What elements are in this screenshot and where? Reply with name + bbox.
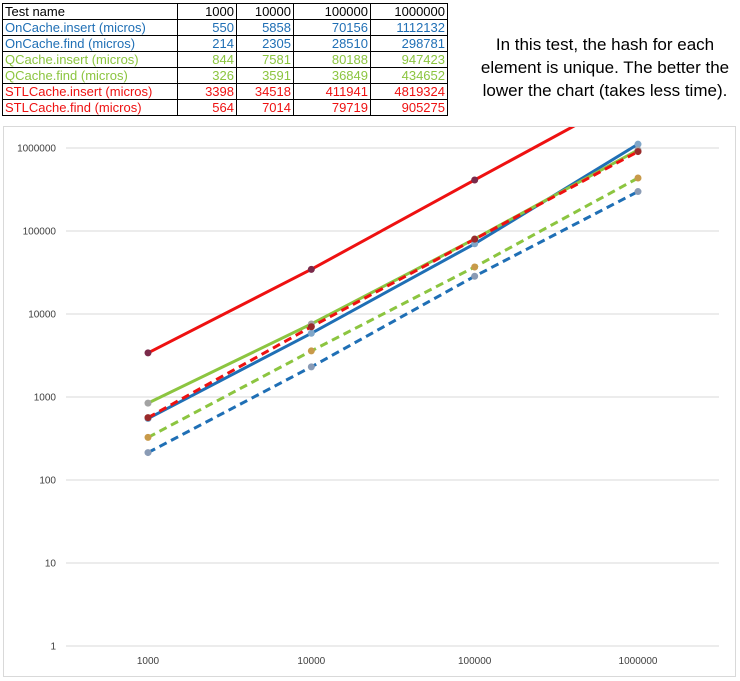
row-name: OnCache.find (micros) [2,35,178,52]
data-point [144,414,152,422]
series-markers [144,140,642,457]
row-value: 36849 [293,67,371,84]
row-value: 3591 [236,67,294,84]
row-name: OnCache.insert (micros) [2,19,178,36]
table-row: OnCache.find (micros) 214 2305 28510 298… [2,35,448,52]
y-tick-label: 1000 [34,393,57,404]
data-point [144,349,152,357]
table-header-row: Test name 1000 10000 100000 1000000 [2,3,448,20]
y-tick-label: 100 [39,476,56,487]
y-tick-label: 10 [45,559,57,570]
row-value: 905275 [370,99,448,116]
y-axis-tick-labels: 1 10 100 1000 10000 100000 1000000 [17,144,56,653]
header-100000: 100000 [293,3,371,20]
row-value: 2305 [236,35,294,52]
row-value: 411941 [293,83,371,100]
row-value: 7014 [236,99,294,116]
data-point [307,323,315,331]
x-tick-label: 1000 [137,656,160,667]
y-tick-label: 10000 [28,310,56,321]
x-tick-label: 10000 [297,656,325,667]
row-value: 844 [177,51,237,68]
row-value: 214 [177,35,237,52]
row-value: 28510 [293,35,371,52]
series-line-5 [147,150,639,419]
chart-area: 1 10 100 1000 10000 100000 1000000 1000 10000 10… [3,126,736,677]
data-point [144,449,152,457]
data-point [307,347,315,355]
row-value: 947423 [370,51,448,68]
x-tick-label: 1000000 [619,656,658,667]
data-point [144,399,152,407]
y-tick-label: 1 [50,642,56,653]
row-value: 7581 [236,51,294,68]
table-row: QCache.find (micros) 326 3591 36849 4346… [2,67,448,84]
row-name: STLCache.find (micros) [2,99,178,116]
row-value: 298781 [370,35,448,52]
header-1000000: 1000000 [370,3,448,20]
data-point [144,433,152,441]
row-value: 80188 [293,51,371,68]
header-10000: 10000 [236,3,294,20]
row-value: 5858 [236,19,294,36]
row-value: 79719 [293,99,371,116]
series-line-4 [147,127,576,355]
data-point [307,363,315,371]
data-point [634,188,642,196]
table-row: STLCache.insert (micros) 3398 34518 4119… [2,83,448,100]
data-point [471,263,479,271]
table-row: STLCache.find (micros) 564 7014 79719 90… [2,99,448,116]
row-value: 3398 [177,83,237,100]
row-name: STLCache.insert (micros) [2,83,178,100]
gridlines [66,147,719,647]
row-value: 326 [177,67,237,84]
series-line-3 [147,176,639,439]
table-row: QCache.insert (micros) 844 7581 80188 94… [2,51,448,68]
row-value: 564 [177,99,237,116]
row-name: QCache.find (micros) [2,67,178,84]
header-test-name: Test name [2,3,178,20]
results-table: Test name 1000 10000 100000 1000000 OnCa… [2,3,448,116]
data-point [634,174,642,182]
data-point [307,329,315,337]
x-axis-tick-labels: 1000 10000 100000 1000000 [137,656,658,667]
row-value: 4819324 [370,83,448,100]
y-tick-label: 100000 [23,227,57,238]
row-name: QCache.insert (micros) [2,51,178,68]
row-value: 70156 [293,19,371,36]
data-point [471,235,479,243]
row-value: 434652 [370,67,448,84]
data-point [471,176,479,184]
header-1000: 1000 [177,3,237,20]
y-tick-label: 1000000 [17,144,56,155]
x-tick-label: 100000 [458,656,492,667]
test-description-note: In this test, the hash for each element … [480,35,730,100]
series-line-1 [147,190,639,454]
data-point [634,148,642,156]
data-point [634,140,642,148]
data-point [307,265,315,273]
series-lines [147,127,639,454]
table-row: OnCache.insert (micros) 550 5858 70156 1… [2,19,448,36]
row-value: 550 [177,19,237,36]
data-point [471,272,479,280]
row-value: 34518 [236,83,294,100]
row-value: 1112132 [370,19,448,36]
